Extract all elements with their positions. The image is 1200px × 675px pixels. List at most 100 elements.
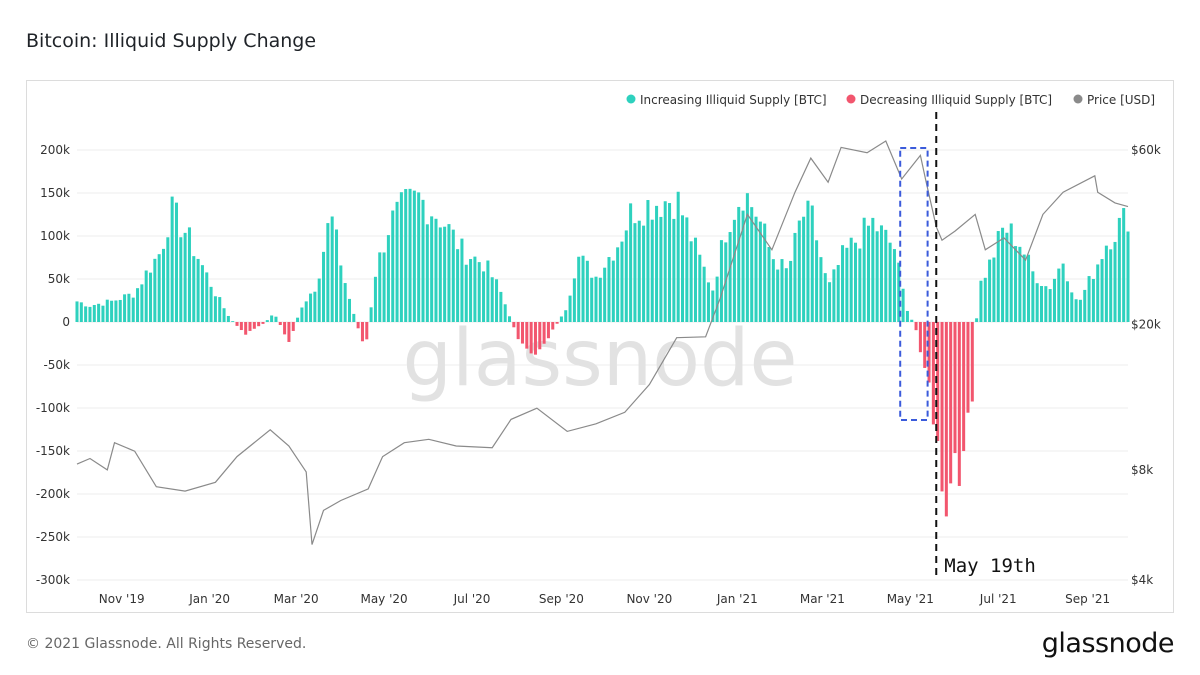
increasing-bar — [1065, 281, 1069, 322]
decreasing-bar — [512, 322, 516, 328]
increasing-bar — [741, 210, 745, 322]
increasing-bar — [140, 284, 144, 322]
increasing-bar — [183, 232, 187, 322]
increasing-bar — [296, 317, 300, 322]
increasing-bar — [438, 227, 442, 322]
decreasing-bar — [923, 322, 927, 368]
y-left-tick-label: -200k — [36, 487, 70, 501]
increasing-bar — [274, 316, 278, 322]
increasing-bar — [1109, 249, 1113, 322]
watermark: glassnode — [403, 314, 798, 404]
increasing-bar — [905, 310, 909, 322]
increasing-bar — [352, 313, 356, 322]
increasing-bar — [495, 279, 499, 322]
increasing-bar — [693, 237, 698, 322]
y-left-tick-label: 100k — [40, 229, 70, 243]
decreasing-bar — [918, 322, 922, 353]
increasing-bar — [711, 290, 715, 322]
increasing-bar — [763, 223, 767, 322]
increasing-bar — [845, 247, 849, 322]
decreasing-bar — [538, 322, 542, 350]
increasing-bar — [187, 227, 191, 322]
increasing-bar — [136, 288, 140, 322]
increasing-bar — [443, 226, 447, 322]
decreasing-bar — [551, 322, 555, 330]
increasing-bar — [728, 232, 732, 322]
increasing-bar — [1014, 246, 1018, 322]
decreasing-bar — [235, 322, 239, 326]
decreasing-bar — [542, 322, 546, 344]
y-left-tick-label: -150k — [36, 444, 70, 458]
increasing-bar — [810, 205, 814, 322]
brand-logo: glassnode — [1041, 628, 1175, 659]
increasing-bar — [144, 270, 148, 322]
increasing-bar — [806, 200, 810, 322]
increasing-bar — [507, 316, 512, 322]
increasing-bar — [892, 249, 896, 322]
decreasing-bar — [520, 322, 524, 344]
increasing-bar — [672, 218, 676, 322]
may-19-label: May 19th — [944, 555, 1036, 577]
x-tick-label: Jan '21 — [716, 592, 758, 606]
increasing-bar — [797, 220, 801, 322]
increasing-bar — [737, 206, 741, 322]
increasing-bar — [304, 301, 308, 322]
increasing-bar — [149, 272, 153, 322]
increasing-bar — [1083, 289, 1087, 322]
x-tick-label: Jul '21 — [979, 592, 1017, 606]
increasing-bar — [780, 259, 784, 322]
increasing-bar — [750, 207, 754, 322]
increasing-bar — [559, 316, 563, 322]
increasing-bar — [633, 223, 637, 322]
increasing-bar — [92, 304, 96, 322]
increasing-bar — [326, 223, 330, 322]
annotation-layer: May 19th — [899, 112, 1036, 580]
increasing-bar — [196, 258, 200, 322]
decreasing-bar — [516, 322, 520, 340]
increasing-bar — [758, 221, 762, 322]
decreasing-bar — [944, 322, 948, 517]
increasing-bar — [231, 321, 235, 322]
increasing-bar — [603, 267, 607, 322]
increasing-bar — [897, 262, 901, 322]
increasing-bar — [823, 273, 827, 322]
increasing-bar — [992, 257, 996, 322]
increasing-bar — [322, 251, 326, 322]
x-tick-label: Nov '19 — [99, 592, 145, 606]
axis-labels: 200k 150k 100k 50k 0 -50k -100k -150k -200k -250k… — [36, 143, 1161, 606]
decreasing-bar — [261, 322, 265, 324]
increasing-bar — [706, 282, 710, 322]
increasing-bar — [564, 310, 568, 322]
increasing-bar — [988, 259, 992, 322]
y-left-tick-label: -300k — [36, 573, 70, 587]
decreasing-bar — [957, 322, 961, 486]
increasing-bar — [1005, 232, 1009, 322]
increasing-bar — [1044, 286, 1048, 322]
increasing-bar — [828, 282, 832, 322]
increasing-bar — [486, 260, 490, 322]
y-left-tick-label: -250k — [36, 530, 70, 544]
increasing-bar — [1052, 278, 1056, 322]
increasing-bar — [226, 315, 230, 322]
x-tick-label: Nov '20 — [626, 592, 672, 606]
x-tick-label: May '20 — [360, 592, 407, 606]
increasing-bar — [110, 300, 114, 322]
increasing-bar — [170, 196, 174, 322]
increasing-bar — [1117, 217, 1121, 322]
increasing-bar — [391, 210, 395, 322]
increasing-bar — [503, 304, 507, 322]
increasing-bar — [447, 224, 451, 322]
increasing-bar — [1027, 254, 1031, 322]
increasing-bar — [1100, 259, 1104, 322]
decreasing-bar — [244, 322, 248, 335]
legend-increasing-label: Increasing Illiquid Supply [BTC] — [640, 93, 827, 107]
decreasing-bar — [529, 322, 533, 354]
increasing-bar — [659, 216, 663, 322]
increasing-bar — [866, 225, 871, 322]
increasing-bar — [1074, 299, 1078, 322]
decreasing-bar — [966, 322, 970, 413]
decreasing-bar — [278, 322, 282, 326]
decreasing-bar — [940, 322, 944, 492]
increasing-bar — [118, 299, 122, 322]
decreasing-bar — [533, 322, 537, 355]
